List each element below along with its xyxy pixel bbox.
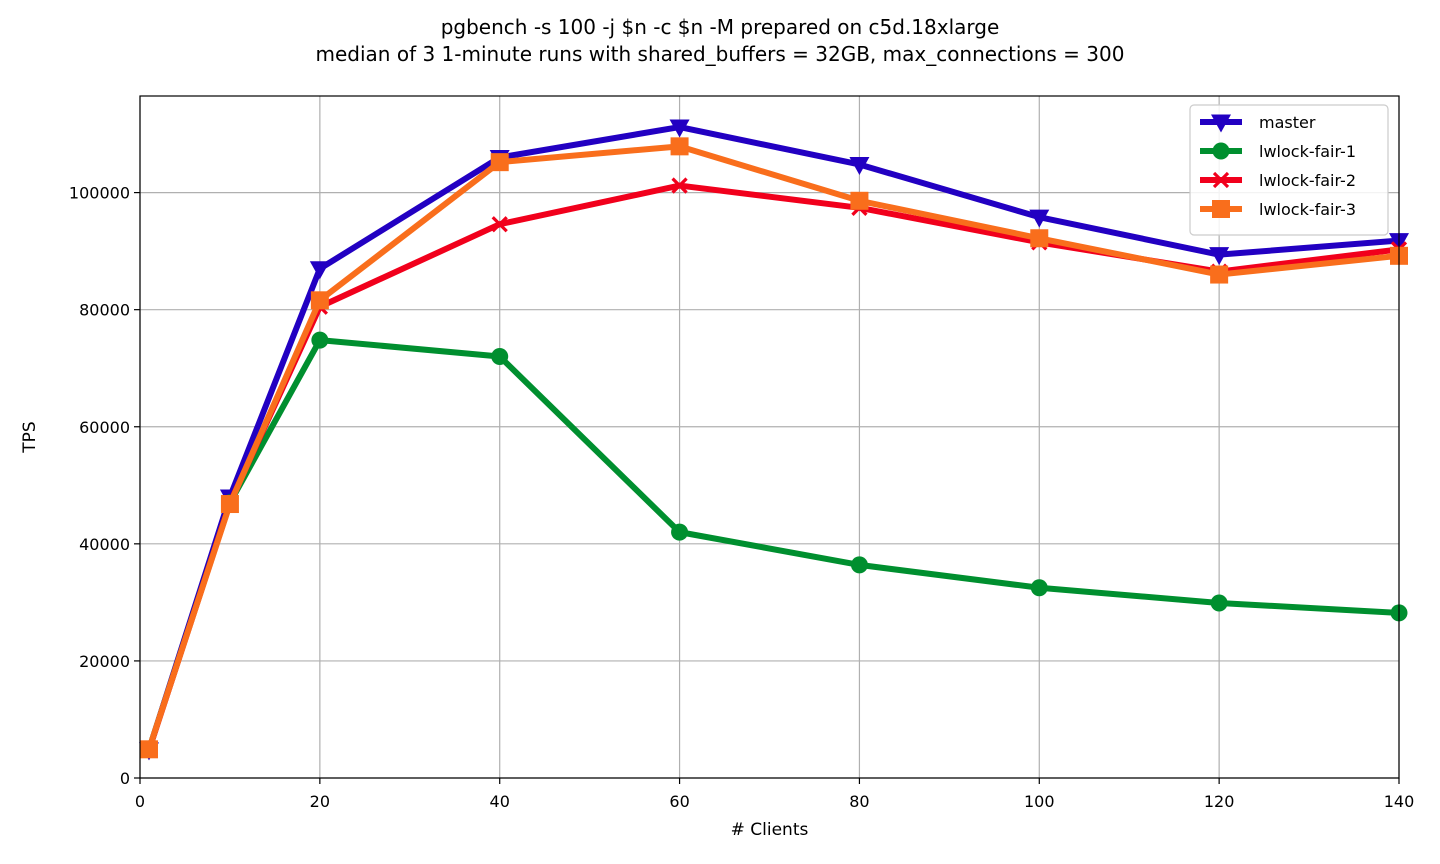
y-tick-label: 80000 bbox=[79, 301, 130, 320]
x-tick-label: 140 bbox=[1384, 792, 1415, 811]
plot-frame bbox=[139, 95, 1400, 779]
data-point-lwlock-fair-3 bbox=[1030, 229, 1049, 248]
data-point-master bbox=[309, 261, 330, 280]
y-tick-label: 100000 bbox=[69, 184, 130, 203]
data-point-lwlock-fair-3 bbox=[220, 495, 239, 514]
data-point-lwlock-fair-1 bbox=[671, 523, 689, 541]
series-lwlock-fair-1 bbox=[140, 331, 1408, 758]
data-point-lwlock-fair-3 bbox=[490, 153, 509, 172]
data-point-master bbox=[1029, 209, 1050, 228]
x-tick-label: 40 bbox=[490, 792, 510, 811]
legend-item-master: master bbox=[1200, 113, 1316, 133]
data-point-lwlock-fair-3 bbox=[1210, 265, 1229, 284]
x-tick-label: 0 bbox=[135, 792, 145, 811]
data-point-lwlock-fair-3 bbox=[139, 740, 158, 759]
y-tick-label: 20000 bbox=[79, 652, 130, 671]
y-tick-label: 0 bbox=[120, 769, 130, 788]
data-point-lwlock-fair-1 bbox=[1210, 594, 1228, 612]
legend-item-lwlock-fair-3: lwlock-fair-3 bbox=[1200, 200, 1356, 219]
legend-label: lwlock-fair-2 bbox=[1259, 171, 1356, 190]
data-point-master bbox=[849, 156, 870, 175]
data-point-lwlock-fair-2 bbox=[671, 177, 688, 194]
y-axis-label: TPS bbox=[20, 421, 40, 453]
series-lines bbox=[138, 119, 1409, 761]
data-point-lwlock-fair-1 bbox=[311, 331, 329, 349]
data-point-lwlock-fair-3 bbox=[310, 291, 329, 310]
series-lwlock-fair-3 bbox=[139, 137, 1408, 759]
chart-subtitle: median of 3 1-minute runs with shared_bu… bbox=[315, 42, 1125, 66]
legend-marker bbox=[1212, 171, 1230, 189]
legend-marker bbox=[1212, 200, 1230, 218]
data-point-lwlock-fair-1 bbox=[491, 348, 509, 366]
y-tick-label: 60000 bbox=[79, 418, 130, 437]
legend-box bbox=[1189, 104, 1389, 236]
legend: master lwlock-fair-1 lwlock-fair-2 lwlock-f… bbox=[1189, 104, 1389, 236]
y-tick-label: 40000 bbox=[79, 535, 130, 554]
legend-label: master bbox=[1259, 113, 1316, 132]
x-tick-label: 120 bbox=[1204, 792, 1235, 811]
x-tick-label: 80 bbox=[849, 792, 869, 811]
series-line-lwlock-fair-1 bbox=[146, 337, 1400, 751]
x-tick-label: 60 bbox=[669, 792, 689, 811]
legend-label: lwlock-fair-1 bbox=[1259, 142, 1356, 161]
x-axis-label: # Clients bbox=[731, 820, 809, 840]
series-lwlock-fair-2 bbox=[140, 177, 1408, 759]
marker-stroke bbox=[491, 216, 508, 233]
data-point-lwlock-fair-3 bbox=[670, 137, 689, 156]
x-tick-label: 100 bbox=[1024, 792, 1055, 811]
legend-marker bbox=[1211, 114, 1231, 133]
data-point-lwlock-fair-1 bbox=[1030, 579, 1048, 597]
data-point-lwlock-fair-3 bbox=[850, 191, 869, 210]
data-point-lwlock-fair-2 bbox=[491, 216, 508, 233]
data-point-lwlock-fair-1 bbox=[850, 556, 868, 574]
data-point-master bbox=[1209, 247, 1230, 266]
marker-stroke bbox=[1212, 171, 1230, 189]
legend-item-lwlock-fair-1: lwlock-fair-1 bbox=[1200, 142, 1356, 161]
marker-stroke bbox=[671, 177, 688, 194]
legend-item-lwlock-fair-2: lwlock-fair-2 bbox=[1200, 171, 1356, 190]
axis-ticks: 0 20 40 60 80 100 120 140 0 20000 40000 60000 80000 1… bbox=[69, 184, 1414, 811]
series-line-lwlock-fair-3 bbox=[146, 143, 1400, 751]
legend-marker bbox=[1212, 142, 1230, 160]
legend-label: lwlock-fair-3 bbox=[1259, 200, 1356, 219]
data-point-master bbox=[669, 119, 690, 138]
chart-title: pgbench -s 100 -j $n -c $n -M prepared o… bbox=[440, 15, 1000, 39]
x-tick-label: 20 bbox=[310, 792, 330, 811]
